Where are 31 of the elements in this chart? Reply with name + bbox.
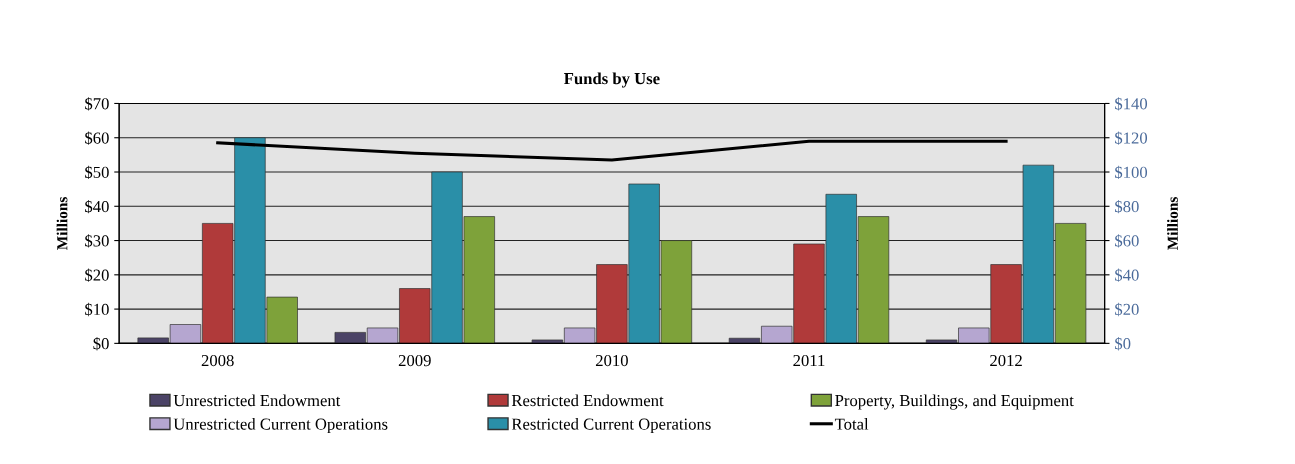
x-tick-label: 2008: [201, 354, 234, 367]
y-tick-label: $30: [85, 234, 109, 248]
y-tick-label: $10: [85, 302, 109, 317]
y2-tick-label: $80: [1115, 200, 1139, 214]
legend-label: Restricted Endowment: [511, 394, 664, 407]
y-tick-label: $0: [93, 337, 109, 351]
x-tick-label: 2010: [595, 354, 628, 367]
y-tick-label: $20: [85, 268, 109, 282]
y2-tick-label: $40: [1115, 268, 1139, 282]
legend-label: Total: [834, 418, 869, 430]
line-series: [216, 139, 1008, 162]
y2-axis-title: Millions: [1167, 197, 1178, 250]
legend-label: Unrestricted Current Operations: [173, 417, 388, 434]
y-tick-label: $60: [85, 131, 109, 145]
x-tick-label: 2012: [990, 354, 1022, 367]
legend-label: Unrestricted Endowment: [173, 394, 341, 407]
chart-title: Funds by Use: [564, 72, 660, 88]
y2-tick-label: $100: [1115, 165, 1148, 180]
y2-tick-label: $0: [1115, 337, 1131, 351]
y2-tick-label: $120: [1115, 131, 1148, 145]
y2-tick-label: $60: [1115, 234, 1139, 248]
x-tick-label: 2009: [398, 354, 431, 367]
legend-label: Property, Buildings, and Equipment: [835, 394, 1074, 410]
y-tick-label: $40: [85, 200, 109, 214]
y2-tick-label: $20: [1115, 302, 1139, 317]
y-tick-label: $70: [85, 97, 109, 111]
legend-label: Restricted Current Operations: [511, 417, 711, 434]
x-tick-label: 2011: [793, 354, 825, 367]
y-axis-title: Millions: [56, 197, 68, 250]
y-tick-label: $50: [85, 165, 109, 180]
y2-tick-label: $140: [1115, 97, 1148, 111]
